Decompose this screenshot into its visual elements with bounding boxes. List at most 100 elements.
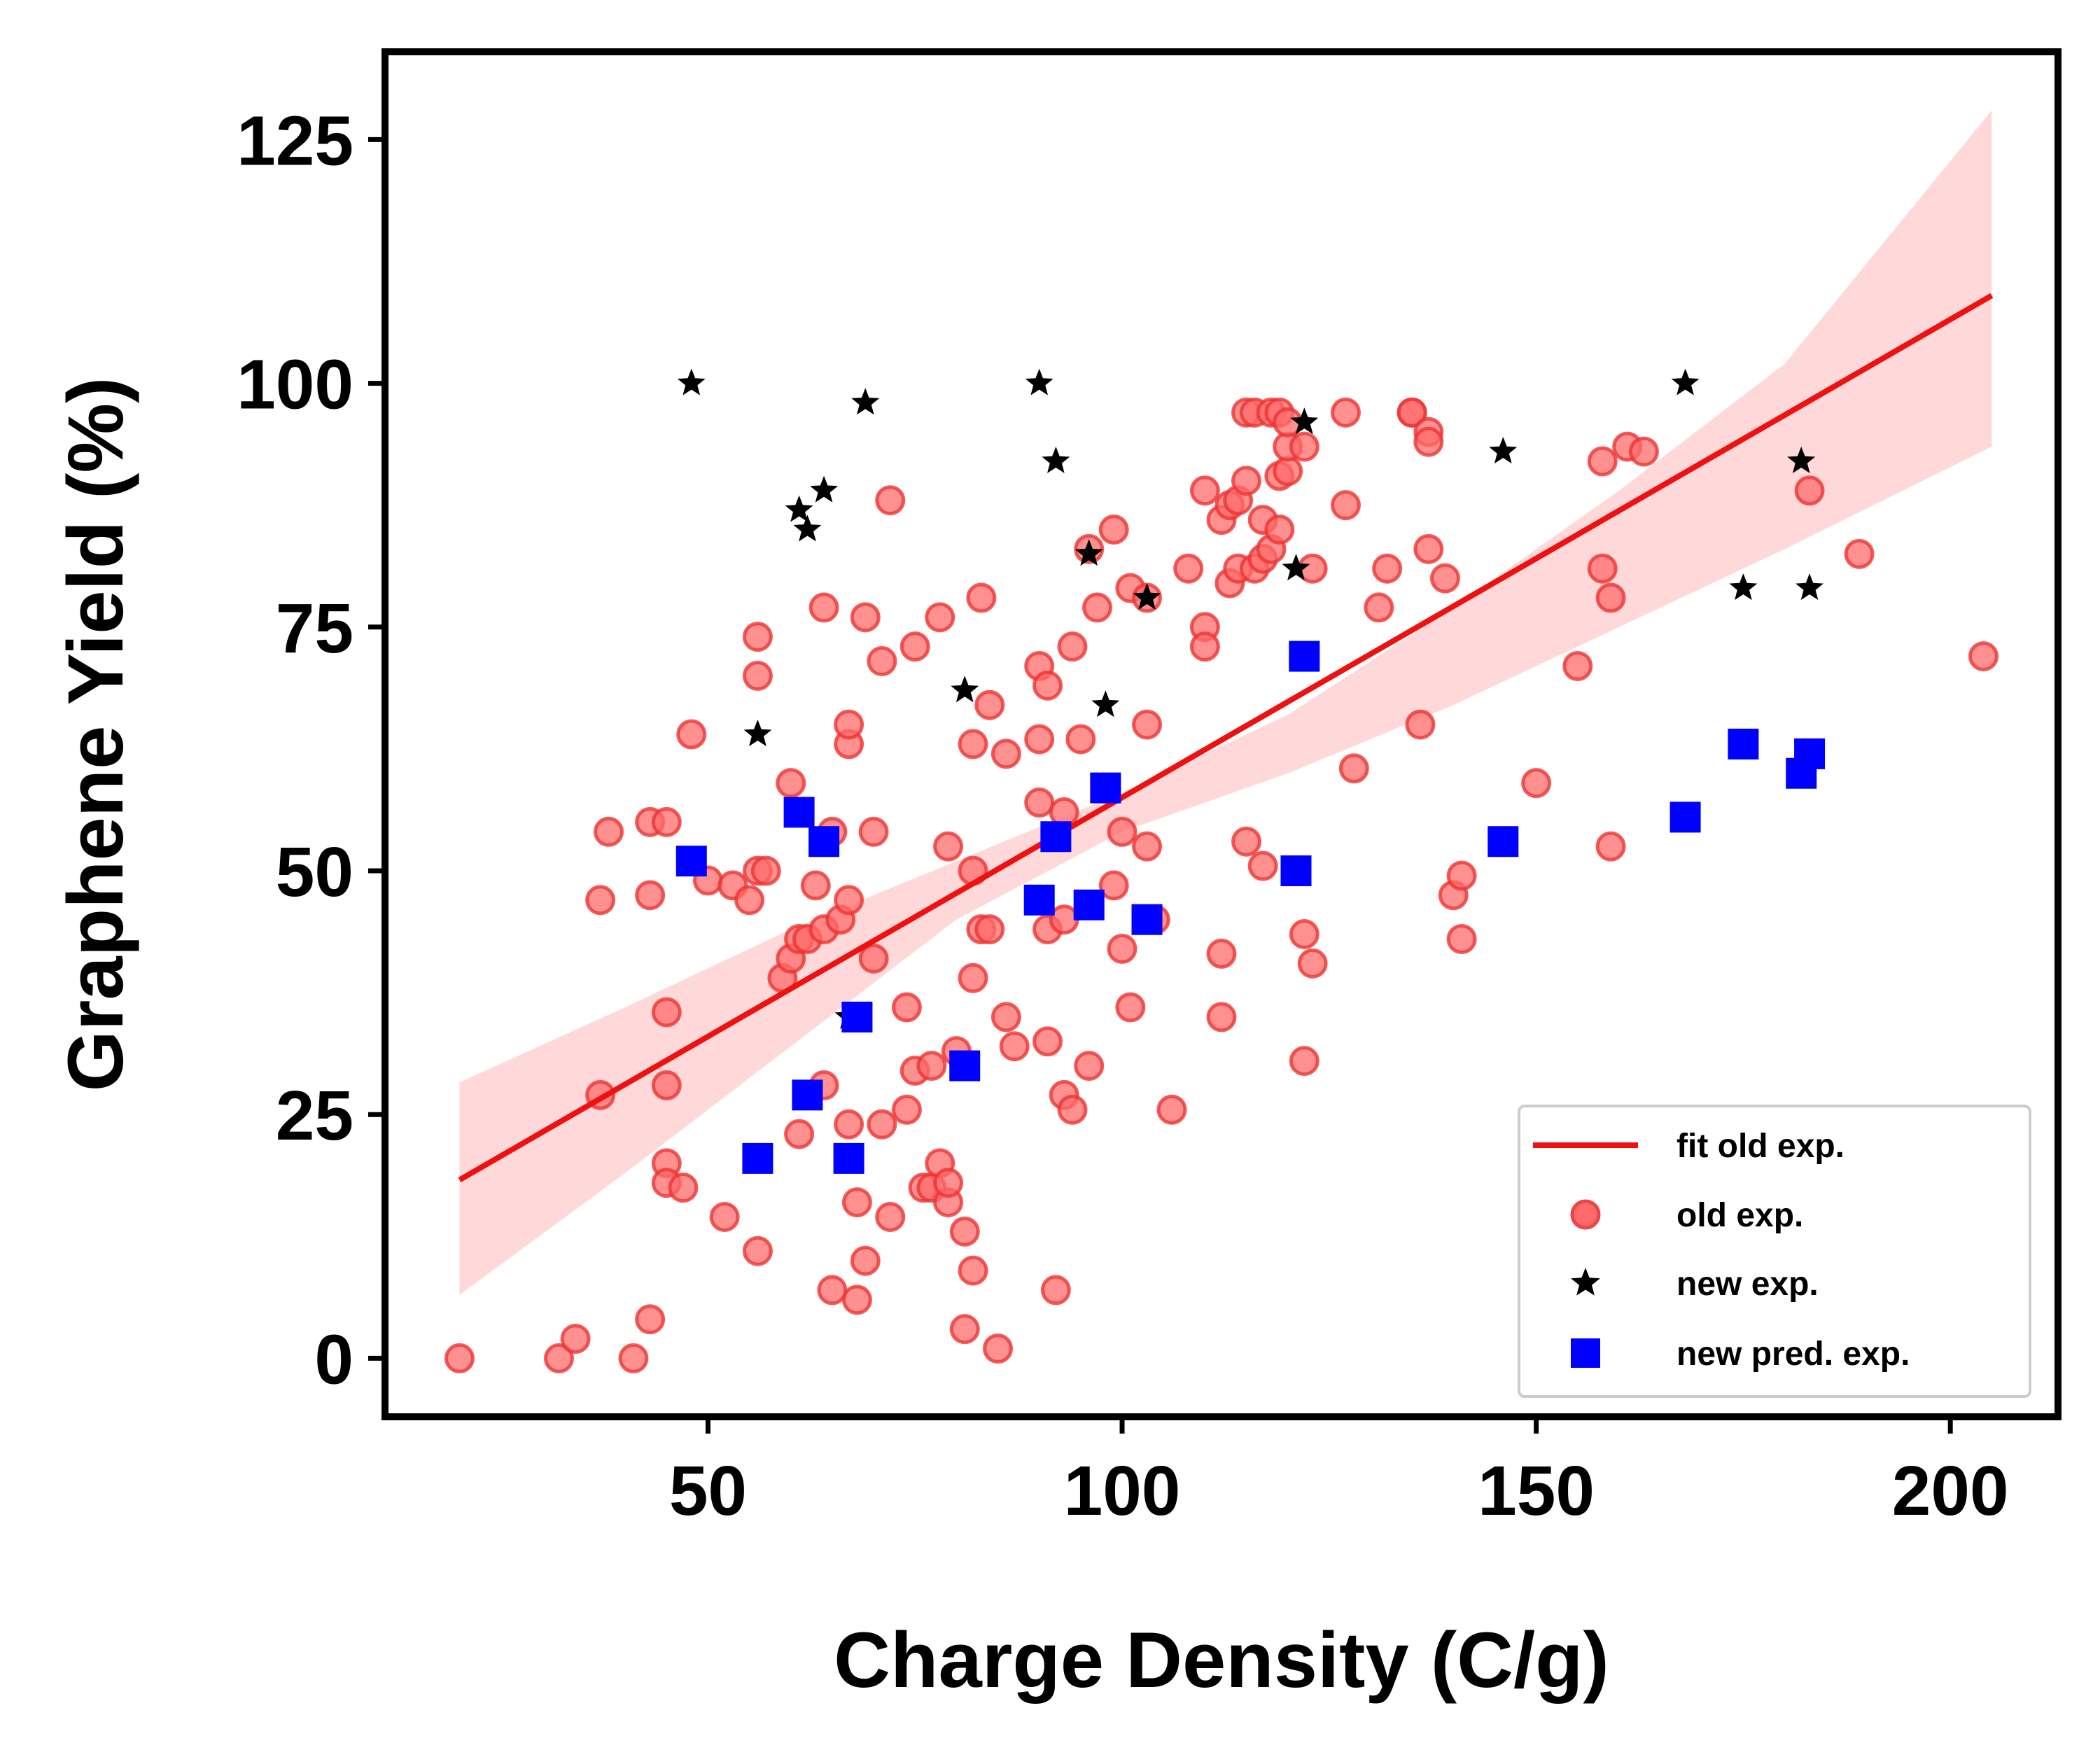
old-exp-point [543,1343,574,1373]
old-exp-point [1595,582,1626,613]
old-exp-point [949,1216,980,1247]
new-pred-exp-point [1488,826,1519,858]
old-exp-point [1107,816,1138,847]
old-exp-point [1065,724,1096,755]
y-tick-label: 125 [237,102,354,180]
old-exp-point [1132,831,1163,862]
y-tick-label: 50 [276,833,354,911]
old-exp-point [858,816,889,847]
new-exp-point [1091,690,1120,718]
old-exp-point [1098,514,1129,545]
old-exp-point [651,997,682,1028]
old-exp-point [1206,938,1237,969]
old-exp-point [676,719,707,750]
old-exp-point [635,880,666,911]
old-exp-point [1098,870,1129,901]
old-exp-point [1057,1094,1088,1125]
confidence-band [459,110,1992,1295]
y-tick-label: 100 [237,346,354,424]
new-pred-exp-points [676,640,1826,1174]
old-exp-point [858,943,889,974]
old-exp-point [1206,1002,1237,1032]
old-exp-point [1364,592,1394,623]
old-exp-point [1032,670,1063,701]
old-exp-point [1289,431,1320,462]
old-exp-point [742,1236,773,1266]
old-exp-point [742,660,773,691]
old-exp-point [750,855,781,886]
old-exp-point [1628,436,1659,467]
new-exp-point [810,475,839,503]
new-exp-point [1795,573,1823,601]
old-exp-point [999,1031,1030,1062]
old-exp-point [1231,826,1261,857]
y-tick-label: 0 [314,1320,354,1399]
new-pred-exp-point [808,826,840,858]
new-exp-point [793,514,822,542]
x-tick-label: 150 [1478,1452,1595,1530]
old-exp-point [1413,426,1444,457]
old-exp-point [850,602,881,633]
new-pred-exp-point [792,1079,823,1111]
old-exp-point [651,806,682,837]
legend: fit old exp. old exp. new exp. new pred.… [1518,1105,2031,1398]
new-exp-point [1787,447,1816,473]
old-exp-point [1446,860,1477,891]
old-exp-point [1231,465,1261,496]
old-exp-point [1446,924,1477,954]
legend-label-old: old exp. [1676,1197,1803,1234]
old-exp-point [933,1168,964,1198]
new-pred-exp-point [676,846,707,877]
new-exp-point [1025,368,1054,396]
old-exp-point [668,1172,699,1203]
new-pred-exp-point [1728,728,1759,760]
old-exp-point [1330,490,1361,521]
old-exp-point [1405,709,1436,740]
old-exp-point [1844,538,1875,569]
old-exp-point [1595,831,1626,862]
legend-box [1518,1105,2031,1398]
x-axis-title: Charge Density (C/g) [834,1616,1609,1704]
old-exp-point [1521,768,1552,799]
old-exp-point [1040,1275,1071,1306]
old-exp-point [1297,948,1328,979]
new-exp-point [1729,573,1758,601]
new-pred-exp-point [1023,884,1055,916]
old-exp-point [734,885,765,916]
old-exp-point [742,622,773,652]
old-exp-point [1247,850,1278,881]
new-pred-exp-point [841,1001,873,1032]
old-exp-point [875,1201,906,1232]
old-exp-point [958,729,988,760]
old-exp-point [1057,631,1088,662]
old-exp-point [891,992,922,1023]
old-exp-point [1189,475,1220,506]
old-exp-point [776,768,806,799]
new-pred-exp-point [1794,738,1826,769]
old-exp-point [808,592,839,623]
old-exp-point [1968,641,1999,672]
legend-new-swatch [1571,1268,1600,1296]
old-exp-point [834,885,864,916]
old-exp-point [1338,753,1369,784]
old-exp-point [1273,456,1303,486]
old-exp-point [817,1275,848,1306]
old-exp-point [1794,475,1825,506]
new-exp-point [785,495,813,522]
old-exp-point [834,709,864,740]
new-pred-exp-point [1073,889,1105,920]
old-exp-point [784,1119,815,1149]
x-tick-label: 50 [669,1452,747,1530]
x-axis-ticks: 50 100 150 200 [669,1417,2009,1530]
old-exp-point [635,1304,666,1335]
old-exp-point [958,1255,988,1286]
old-exp-point [990,738,1021,769]
new-pred-exp-point [1040,821,1072,853]
new-exp-point [1671,368,1700,396]
fit-line [458,293,1994,1183]
new-exp-point [743,720,772,746]
old-exp-point [1587,553,1618,584]
old-exp-point [974,914,1005,945]
old-exp-point [966,582,997,613]
